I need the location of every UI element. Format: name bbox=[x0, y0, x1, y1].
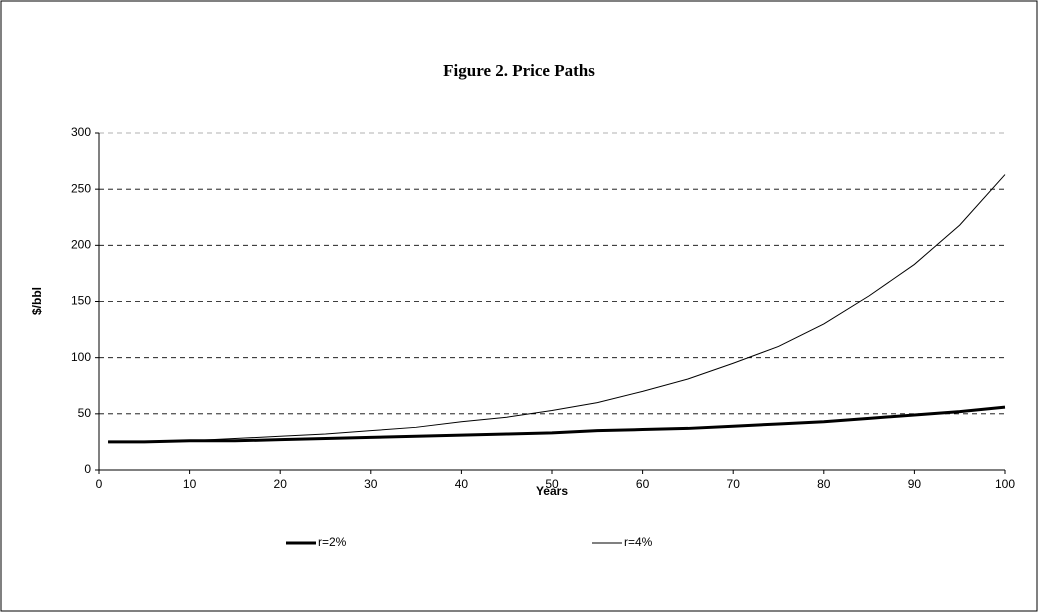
x-tick-label: 100 bbox=[995, 477, 1015, 491]
x-tick-label: 30 bbox=[364, 477, 378, 491]
x-tick-label: 70 bbox=[727, 477, 741, 491]
x-tick-label: 10 bbox=[183, 477, 197, 491]
x-tick-label: 40 bbox=[455, 477, 469, 491]
y-tick-label: 200 bbox=[71, 238, 91, 252]
y-tick-label: 150 bbox=[71, 294, 91, 308]
x-tick-label: 60 bbox=[636, 477, 650, 491]
legend-label: r=4% bbox=[624, 535, 653, 549]
x-axis-title: Years bbox=[536, 484, 568, 498]
x-tick-label: 80 bbox=[817, 477, 831, 491]
y-tick-label: 50 bbox=[78, 406, 92, 420]
x-tick-label: 0 bbox=[96, 477, 103, 491]
chart-title: Figure 2. Price Paths bbox=[443, 61, 595, 80]
x-tick-label: 20 bbox=[274, 477, 288, 491]
y-axis-title: $/bbl bbox=[30, 287, 44, 315]
series-line bbox=[108, 174, 1006, 443]
y-tick-label: 100 bbox=[71, 350, 91, 364]
legend-label: r=2% bbox=[318, 535, 347, 549]
y-tick-label: 0 bbox=[84, 462, 91, 476]
y-tick-label: 250 bbox=[71, 181, 91, 195]
x-tick-label: 50 bbox=[545, 477, 559, 491]
y-tick-label: 300 bbox=[71, 125, 91, 139]
series-line bbox=[108, 405, 1006, 444]
x-tick-label: 90 bbox=[908, 477, 922, 491]
